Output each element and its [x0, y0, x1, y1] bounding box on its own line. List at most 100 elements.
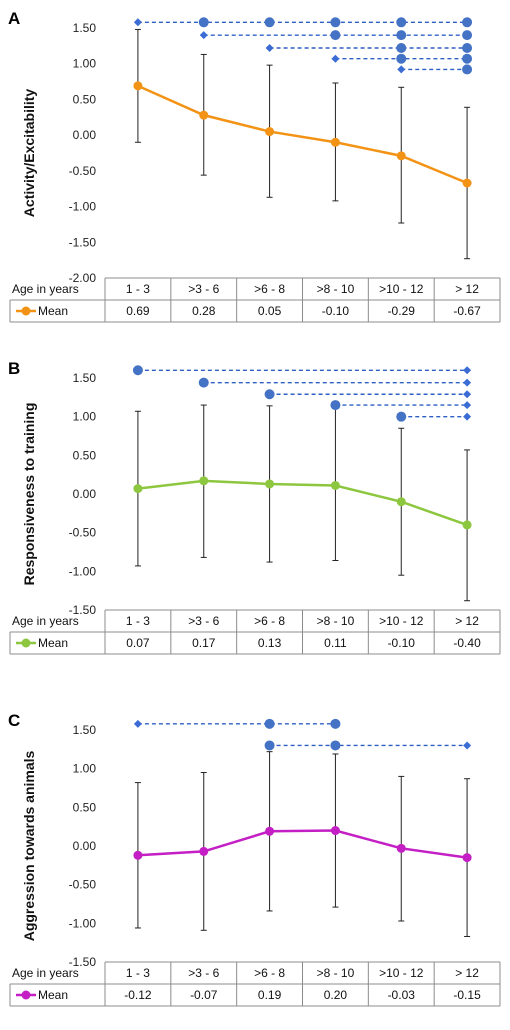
data-value-label: -0.29	[388, 304, 416, 318]
x-category-label: >6 - 8	[254, 282, 285, 296]
y-tick-label: 0.50	[73, 92, 97, 106]
y-tick-label: 0.00	[73, 128, 97, 142]
x-category-label: >3 - 6	[188, 282, 219, 296]
mean-point	[330, 826, 340, 836]
mean-point	[133, 81, 143, 91]
y-tick-label: 0.00	[73, 839, 97, 853]
mean-point	[330, 137, 340, 147]
comparison-diamond-marker	[199, 31, 208, 40]
x-category-label: >10 - 12	[379, 614, 424, 628]
data-value-label: 0.20	[324, 988, 348, 1002]
mean-point	[133, 850, 143, 860]
y-tick-label: -1.50	[69, 235, 97, 249]
legend-swatch-marker	[21, 306, 31, 316]
mean-point	[265, 127, 275, 137]
comparison-circle-marker	[264, 389, 275, 400]
y-tick-label: 0.00	[73, 487, 97, 501]
comparison-diamond-marker	[463, 366, 472, 375]
y-tick-label: -0.50	[69, 164, 97, 178]
data-value-label: -0.12	[124, 988, 152, 1002]
x-category-label: > 12	[455, 966, 479, 980]
mean-point	[396, 151, 406, 161]
data-value-label: -0.15	[453, 988, 481, 1002]
legend-label: Mean	[38, 636, 68, 650]
x-category-label: >6 - 8	[254, 966, 285, 980]
x-category-label: > 12	[455, 282, 479, 296]
y-tick-label: 1.00	[73, 57, 97, 71]
comparison-circle-marker	[264, 17, 275, 28]
comparison-diamond-marker	[133, 719, 142, 728]
y-tick-label: -0.50	[69, 878, 97, 892]
chart-panel-c: C Aggression towards animals -1.50 -1.00 -0.…	[8, 711, 501, 1007]
y-tick-label: -1.00	[69, 916, 97, 930]
legend-label: Mean	[38, 988, 68, 1002]
mean-point	[199, 110, 209, 120]
y-tick-label: -1.00	[69, 564, 97, 578]
x-category-label: 1 - 3	[126, 966, 150, 980]
table-row-header: Age in years	[12, 966, 79, 980]
x-category-label: > 12	[455, 614, 479, 628]
data-value-label: 0.11	[324, 636, 347, 650]
y-axis-label: Activity/Excitability	[21, 89, 37, 218]
comparison-circle-marker	[462, 17, 473, 28]
mean-line	[137, 479, 468, 527]
comparison-circle-marker	[462, 30, 473, 41]
y-tick-label: -1.00	[69, 200, 97, 214]
comparison-diamond-marker	[133, 18, 142, 27]
y-tick-label: -1.50	[69, 603, 97, 617]
data-value-label: -0.07	[190, 988, 218, 1002]
x-category-label: 1 - 3	[126, 282, 150, 296]
comparison-circle-marker	[330, 17, 341, 28]
data-value-label: 0.13	[258, 636, 282, 650]
mean-point	[396, 843, 406, 853]
comparison-diamond-marker	[463, 741, 472, 750]
x-category-label: >8 - 10	[317, 614, 355, 628]
y-tick-label: -1.50	[69, 955, 97, 969]
y-tick-label: 0.50	[73, 800, 97, 814]
legend-swatch-marker	[21, 990, 31, 1000]
comparison-circle-marker	[396, 30, 407, 41]
legend-label: Mean	[38, 304, 68, 318]
panel-label: B	[8, 359, 20, 378]
x-category-label: 1 - 3	[126, 614, 150, 628]
y-tick-label: 0.50	[73, 448, 97, 462]
comparison-circle-marker	[330, 718, 341, 729]
legend-swatch-marker	[21, 638, 31, 648]
mean-point	[265, 479, 275, 489]
data-value-label: -0.03	[388, 988, 416, 1002]
comparison-circle-marker	[462, 43, 473, 53]
data-value-label: 0.19	[258, 988, 282, 1002]
table-row-header: Age in years	[12, 614, 79, 628]
comparison-circle-marker	[396, 17, 407, 28]
panel-label: A	[8, 9, 20, 28]
comparison-circle-marker	[330, 400, 341, 411]
data-value-label: -0.10	[322, 304, 350, 318]
comparison-diamond-marker	[397, 65, 406, 74]
data-value-label: 0.28	[192, 304, 216, 318]
mean-line	[137, 84, 468, 185]
comparison-diamond-marker	[463, 412, 472, 421]
y-tick-label: 1.50	[73, 21, 97, 35]
mean-point	[462, 853, 472, 863]
mean-point	[396, 497, 406, 507]
data-value-label: 0.17	[192, 636, 216, 650]
comparison-circle-marker	[198, 17, 209, 28]
x-category-label: >10 - 12	[379, 282, 424, 296]
y-tick-label: 1.50	[73, 371, 97, 385]
comparison-circle-marker	[462, 64, 473, 75]
comparison-circle-marker	[396, 53, 407, 64]
data-value-label: -0.40	[453, 636, 481, 650]
y-tick-label: -2.00	[69, 271, 97, 285]
x-category-label: >3 - 6	[188, 614, 219, 628]
x-category-label: >10 - 12	[379, 966, 424, 980]
mean-line	[137, 829, 468, 859]
table-row-header: Age in years	[12, 282, 79, 296]
comparison-circle-marker	[132, 365, 143, 376]
comparison-circle-marker	[396, 43, 407, 53]
comparison-circle-marker	[396, 411, 407, 422]
comparison-circle-marker	[264, 740, 275, 751]
comparison-diamond-marker	[331, 54, 340, 63]
x-category-label: >3 - 6	[188, 966, 219, 980]
comparison-diamond-marker	[265, 44, 274, 52]
